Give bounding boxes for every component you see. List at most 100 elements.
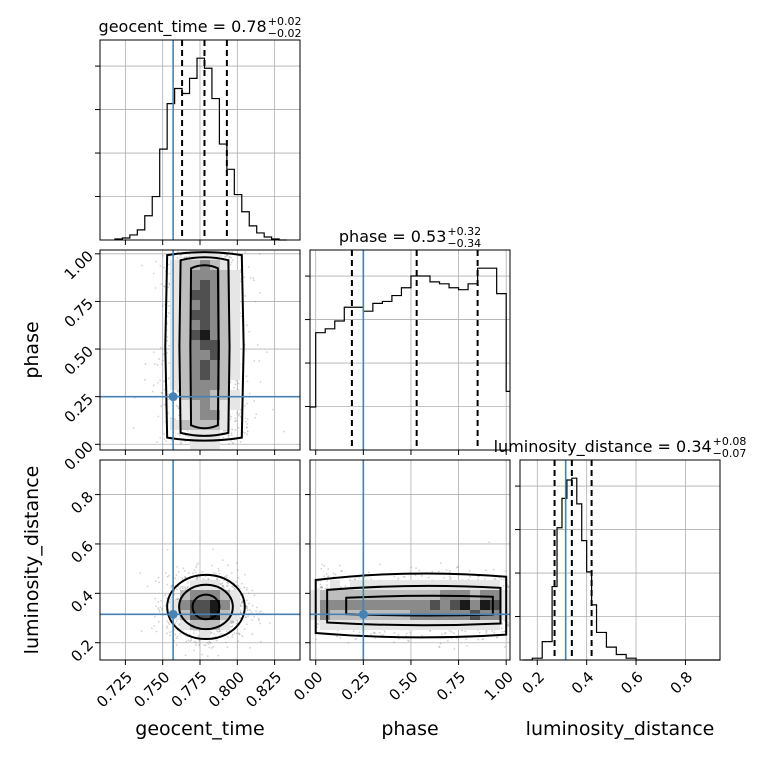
- tick-label-y-phase: 0.50: [61, 342, 97, 378]
- panel-geocent-time-vs-luminosity-distance-sample-point: [166, 583, 169, 586]
- panel-geocent-time-vs-phase-density-cell: [190, 380, 200, 390]
- panel-geocent-time-vs-luminosity-distance-sample-point: [174, 633, 177, 636]
- panel-geocent-time-vs-luminosity-distance-sample-point: [210, 631, 213, 634]
- panel-geocent-time-vs-luminosity-distance-sample-point: [246, 599, 248, 602]
- panel-geocent-time-vs-phase-density-cell: [180, 390, 190, 400]
- panel-geocent-time-vs-luminosity-distance-sample-point: [243, 573, 246, 576]
- tick-label-y-phase: 0.75: [61, 295, 97, 331]
- panel-geocent-time-vs-phase-density-cell: [190, 310, 200, 320]
- panel-geocent-time-vs-luminosity-distance-sample-point: [204, 644, 207, 647]
- panel-geocent-time-vs-phase-density-cell: [210, 360, 220, 370]
- panel-geocent-time-vs-luminosity-distance-sample-point: [245, 607, 248, 610]
- panel-geocent-time-vs-phase-density-cell: [170, 310, 180, 320]
- panel-geocent-time-vs-phase-sample-point: [167, 393, 170, 396]
- axis-label-x-geocent-time: geocent_time: [135, 718, 264, 740]
- panel-geocent-time-vs-luminosity-distance-sample-point: [208, 646, 211, 649]
- panel-geocent-time-vs-luminosity-distance-sample-point: [190, 639, 192, 642]
- panel-geocent-time-vs-luminosity-distance-sample-point: [239, 611, 242, 614]
- panel-geocent-time-vs-phase-sample-point: [187, 435, 190, 438]
- panel-geocent-time-vs-luminosity-distance-sample-point: [219, 630, 222, 632]
- panel-geocent-time-vs-phase-density-cell: [200, 270, 210, 280]
- panel-phase-vs-luminosity-distance-sample-point: [507, 585, 510, 588]
- panel-phase-vs-luminosity-distance-density-cell: [320, 620, 330, 630]
- panel-geocent-time-vs-phase-sample-point: [244, 420, 247, 423]
- panel-geocent-time-vs-phase-sample-point: [230, 440, 232, 442]
- panel-geocent-time-vs-phase-density-cell: [180, 280, 190, 290]
- panel-geocent-time-vs-phase-density-cell: [210, 310, 220, 320]
- panel-geocent-time-vs-phase-sample-point: [239, 415, 242, 418]
- panel-geocent-time-vs-luminosity-distance-sample-point: [230, 622, 233, 624]
- panel-geocent-time-vs-luminosity-distance-sample-point: [165, 627, 168, 630]
- panel-phase-vs-luminosity-distance-sample-point: [354, 638, 356, 641]
- panel-phase-vs-luminosity-distance-sample-point: [403, 576, 406, 578]
- panel-geocent-time-vs-phase-sample-point: [255, 413, 258, 416]
- panel-phase-vs-luminosity-distance-sample-point: [326, 586, 329, 589]
- hist-geocent-time-frame: [99, 39, 301, 241]
- panel-phase-vs-luminosity-distance-sample-point: [339, 636, 342, 639]
- panel-geocent-time-vs-luminosity-distance-sample-point: [168, 601, 171, 604]
- panel-phase-vs-luminosity-distance-frame: [309, 459, 511, 661]
- panel-phase-vs-luminosity-distance-density-cell: [400, 580, 410, 590]
- panel-geocent-time-vs-phase-sample-point: [235, 379, 237, 382]
- panel-phase-vs-luminosity-distance-density-cell: [360, 590, 370, 600]
- panel-geocent-time-vs-phase-sample-point: [224, 430, 227, 432]
- panel-geocent-time-vs-luminosity-distance-sample-point: [231, 636, 234, 638]
- tick-label-x-luminosity-distance: 0.6: [617, 668, 647, 698]
- panel-geocent-time-vs-luminosity-distance-sample-point: [169, 634, 172, 637]
- hist-phase-steps: [309, 267, 510, 450]
- panel-geocent-time-vs-phase-sample-point: [168, 344, 171, 347]
- panel-phase-vs-luminosity-distance-sample-point: [502, 584, 505, 587]
- panel-geocent-time-vs-phase-density-cell: [220, 290, 230, 300]
- panel-geocent-time-vs-luminosity-distance-sample-point: [237, 585, 240, 588]
- panel-geocent-time-vs-phase-sample-point: [132, 427, 135, 429]
- panel-geocent-time-vs-luminosity-distance-sample-point: [241, 635, 244, 638]
- panel-geocent-time-vs-phase-density-cell: [220, 380, 230, 390]
- panel-geocent-time-vs-phase-sample-point: [177, 405, 179, 408]
- hist-phase-frame: [309, 249, 511, 451]
- panel-geocent-time-vs-luminosity-distance-sample-point: [258, 619, 260, 621]
- panel-geocent-time-vs-luminosity-distance-contents: [139, 548, 271, 658]
- panel-geocent-time-vs-phase-density-cell: [190, 350, 200, 360]
- panel-phase-vs-luminosity-distance-sample-point: [323, 575, 326, 578]
- panel-geocent-time-vs-phase-density-cell: [230, 400, 240, 410]
- panel-geocent-time-vs-phase-density-cell: [170, 370, 180, 380]
- panel-phase-vs-luminosity-distance-sample-point: [393, 632, 396, 634]
- panel-phase-vs-luminosity-distance-sample-point: [450, 631, 453, 633]
- tick-label-x-phase: 0.00: [290, 668, 326, 704]
- panel-geocent-time-vs-phase-sample-point: [227, 442, 230, 445]
- panel-geocent-time-vs-luminosity-distance-sample-point: [209, 642, 212, 644]
- panel-geocent-time-vs-luminosity-distance-sample-point: [230, 621, 232, 624]
- panel-geocent-time-vs-phase-sample-point: [246, 430, 249, 433]
- panel-geocent-time-vs-phase-sample-point: [167, 377, 170, 380]
- panel-phase-vs-luminosity-distance-sample-point: [465, 645, 468, 647]
- panel-geocent-time-vs-phase-sample-point: [249, 277, 252, 279]
- panel-geocent-time-vs-luminosity-distance-sample-point: [175, 644, 178, 647]
- panel-geocent-time-vs-phase-density-cell: [210, 290, 220, 300]
- panel-phase-vs-luminosity-distance-sample-point: [496, 636, 499, 638]
- panel-geocent-time-vs-luminosity-distance-sample-point: [168, 600, 171, 603]
- panel-geocent-time-vs-phase-sample-point: [176, 390, 179, 392]
- panel-geocent-time-vs-phase-sample-point: [235, 419, 237, 422]
- panel-geocent-time-vs-phase-density-cell: [230, 300, 240, 310]
- panel-phase-vs-luminosity-distance-sample-point: [485, 630, 488, 632]
- panel-geocent-time-vs-phase-sample-point: [252, 279, 255, 282]
- tick-label-x-luminosity-distance: 0.8: [667, 668, 697, 698]
- panel-geocent-time-vs-phase-sample-point: [175, 404, 178, 407]
- panel-geocent-time-vs-luminosity-distance-sample-point: [182, 567, 185, 570]
- panel-geocent-time-vs-luminosity-distance-density-cell: [220, 600, 230, 610]
- panel-geocent-time-vs-phase-density-cell: [200, 330, 210, 340]
- panel-geocent-time-vs-luminosity-distance-sample-point: [221, 582, 224, 585]
- panel-geocent-time-vs-phase-sample-point: [159, 265, 162, 267]
- panel-geocent-time-vs-phase-sample-point: [161, 359, 164, 362]
- panel-geocent-time-vs-phase-density-cell: [180, 340, 190, 350]
- panel-phase-vs-luminosity-distance-sample-point: [324, 587, 327, 590]
- panel-geocent-time-vs-phase-sample-point: [152, 384, 155, 387]
- panel-phase-vs-luminosity-distance-sample-point: [448, 629, 451, 632]
- panel-geocent-time-vs-luminosity-distance-sample-point: [227, 636, 229, 639]
- panel-geocent-time-vs-luminosity-distance-sample-point: [158, 610, 161, 613]
- title-lower-error: −0.02: [268, 27, 302, 40]
- panel-geocent-time-vs-luminosity-distance-sample-point: [150, 627, 153, 630]
- panel-geocent-time-vs-luminosity-distance-sample-point: [233, 587, 236, 590]
- panel-phase-vs-luminosity-distance-sample-point: [495, 636, 498, 639]
